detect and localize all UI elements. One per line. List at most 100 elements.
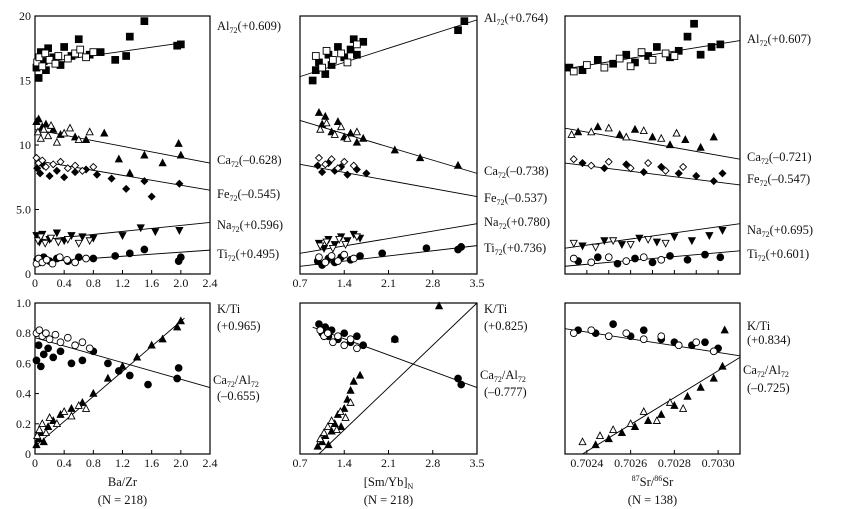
data-point-open-triangle <box>578 437 587 446</box>
x-tick-label: 2.0 <box>173 456 188 470</box>
data-point-filled-triangle <box>352 137 362 146</box>
data-point-filled-triangle <box>125 168 134 177</box>
data-point-open-diamond <box>333 164 342 173</box>
data-point-open-square <box>35 53 44 62</box>
data-point-filled-diamond <box>718 169 727 178</box>
x-tick-label: 2.8 <box>425 276 440 290</box>
data-point-open-diamond <box>71 161 80 170</box>
data-point-open-triangle <box>74 400 83 409</box>
data-point-filled-inv-triangle <box>330 241 339 250</box>
data-point-filled-triangle <box>132 352 142 361</box>
data-point-open-diamond <box>349 161 358 170</box>
data-point-filled-triangle <box>39 437 48 446</box>
y-tick-label: 0 <box>25 447 31 461</box>
data-point-filled-triangle <box>355 370 365 379</box>
data-point-filled-triangle <box>173 322 182 331</box>
x-tick-label: 3.5 <box>470 276 485 290</box>
data-point-filled-inv-triangle <box>151 228 160 237</box>
data-point-filled-circle <box>44 344 52 353</box>
data-point-open-triangle <box>38 419 47 427</box>
n-label: (N = 218) <box>98 493 147 507</box>
data-point-open-inv-triangle <box>85 237 94 246</box>
data-point-open-triangle <box>652 416 662 424</box>
data-point-open-triangle <box>665 397 675 406</box>
data-point-open-triangle <box>36 133 45 142</box>
data-point-filled-diamond <box>92 170 102 179</box>
data-point-filled-circle <box>353 332 361 341</box>
trend-line <box>299 120 478 174</box>
data-point-filled-diamond <box>709 177 718 186</box>
data-point-open-diamond <box>321 160 330 169</box>
x-tick-label: 2.0 <box>173 276 188 290</box>
data-point-open-square <box>343 58 352 67</box>
x-tick-label: 0.7024 <box>570 456 603 470</box>
trend-line <box>34 42 181 65</box>
data-point-open-circle <box>321 258 330 267</box>
data-point-filled-triangle <box>324 440 333 449</box>
data-point-open-circle <box>569 254 578 263</box>
data-point-filled-triangle <box>118 361 127 370</box>
data-point-filled-triangle <box>89 388 98 397</box>
data-point-open-inv-triangle <box>46 234 56 243</box>
data-point-open-circle <box>51 330 60 339</box>
data-point-open-triangle <box>639 126 648 134</box>
data-point-open-circle <box>639 253 648 262</box>
data-point-filled-triangle <box>434 301 444 310</box>
data-point-filled-inv-triangle <box>705 232 714 241</box>
data-point-filled-triangle <box>593 122 602 131</box>
data-point-open-square <box>329 56 337 64</box>
data-point-open-square <box>45 56 54 64</box>
data-point-filled-triangle <box>349 376 358 385</box>
data-point-open-inv-triangle <box>36 233 45 242</box>
x-tick-label: 2.8 <box>425 456 440 470</box>
data-point-filled-inv-triangle <box>52 229 62 238</box>
data-point-open-inv-triangle <box>74 239 83 248</box>
data-point-filled-triangle <box>43 422 53 430</box>
data-point-open-circle <box>42 255 51 264</box>
data-point-open-diamond <box>63 164 72 173</box>
x-tick-label: 0.7030 <box>702 456 735 470</box>
data-point-filled-inv-triangle <box>652 238 662 247</box>
data-point-open-circle <box>82 254 90 263</box>
data-point-open-circle <box>340 341 349 350</box>
data-point-open-square <box>318 63 326 72</box>
x-tick-label: 1.6 <box>144 456 159 470</box>
data-point-filled-square <box>353 50 361 59</box>
data-point-open-triangle <box>319 428 329 437</box>
trend-label-fe: Fe72(–0.545) <box>217 187 280 203</box>
data-point-filled-square <box>460 17 469 26</box>
data-point-open-triangle <box>60 128 69 137</box>
data-point-open-square <box>51 59 60 68</box>
data-point-filled-triangle <box>67 403 76 412</box>
x-axis-label: 87Sr/86Sr <box>632 474 675 489</box>
data-point-open-circle <box>329 338 337 347</box>
data-point-open-square <box>82 53 90 62</box>
data-point-filled-triangle <box>665 140 675 149</box>
trend-label-al: Al72(+0.609) <box>217 19 281 35</box>
data-point-filled-square <box>74 35 83 44</box>
data-point-filled-diamond <box>622 160 631 169</box>
trend-label-fe: Fe72(–0.537) <box>484 191 547 207</box>
y-tick-label: 10 <box>19 138 31 152</box>
data-point-open-inv-triangle <box>335 235 344 244</box>
data-point-open-triangle <box>336 407 345 415</box>
trend-label-ca-al-r: (–0.725) <box>747 381 790 395</box>
data-point-filled-triangle <box>415 153 425 162</box>
data-point-filled-square <box>359 37 368 46</box>
data-point-filled-triangle <box>140 150 149 159</box>
data-point-open-triangle <box>672 128 681 137</box>
data-point-open-triangle <box>341 413 350 421</box>
data-point-open-circle <box>709 347 718 356</box>
data-point-open-triangle <box>43 131 53 140</box>
data-point-filled-triangle <box>617 428 627 437</box>
x-tick-label: 0.7 <box>293 276 308 290</box>
data-point-filled-square <box>644 52 652 60</box>
data-point-filled-triangle <box>346 128 355 137</box>
data-point-open-square <box>583 61 591 69</box>
data-point-filled-square <box>34 74 43 82</box>
data-point-filled-diamond <box>313 161 322 170</box>
data-point-filled-circle <box>378 249 387 258</box>
x-tick-label: 1.4 <box>337 276 352 290</box>
data-point-filled-circle <box>666 252 674 260</box>
data-point-filled-triangle <box>340 403 349 412</box>
